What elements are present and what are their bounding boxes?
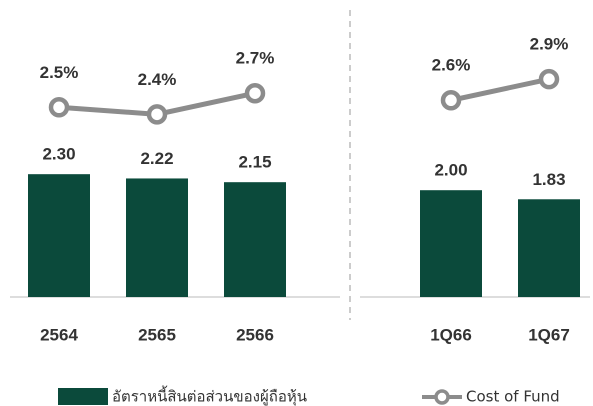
data-label: 2.7% <box>236 49 275 68</box>
marker <box>538 68 560 90</box>
data-label: 2.30 <box>42 145 75 164</box>
marker <box>244 82 266 104</box>
data-label: 2.4% <box>138 70 177 89</box>
data-label: 1.83 <box>532 170 565 189</box>
marker <box>48 97 70 118</box>
data-label: 2.9% <box>530 35 569 54</box>
data-label: 2.6% <box>432 56 471 75</box>
line <box>58 76 550 117</box>
x-tick-label: 2566 <box>236 325 274 344</box>
marker <box>440 90 462 111</box>
data-label: 2.15 <box>238 153 271 172</box>
x-tick-label: 1Q67 <box>528 325 570 344</box>
legend-label: Cost of Fund <box>466 388 560 406</box>
legend-swatch <box>58 388 108 405</box>
data-label: 2.22 <box>140 149 173 168</box>
legend-label: อัตราหนี้สินต่อส่วนของผู้ถือหุ้น <box>112 386 307 406</box>
data-label: 2.00 <box>434 161 467 180</box>
bar <box>518 199 580 297</box>
legend-swatch <box>434 389 450 405</box>
x-tick-label: 2565 <box>138 325 176 344</box>
bar <box>224 182 286 297</box>
x-tick-label: 2564 <box>40 325 78 344</box>
data-label: 2.5% <box>40 63 79 82</box>
marker <box>146 104 168 125</box>
bar <box>420 190 482 297</box>
x-tick-label: 1Q66 <box>430 325 472 344</box>
bar <box>126 178 188 297</box>
bar <box>28 174 90 297</box>
